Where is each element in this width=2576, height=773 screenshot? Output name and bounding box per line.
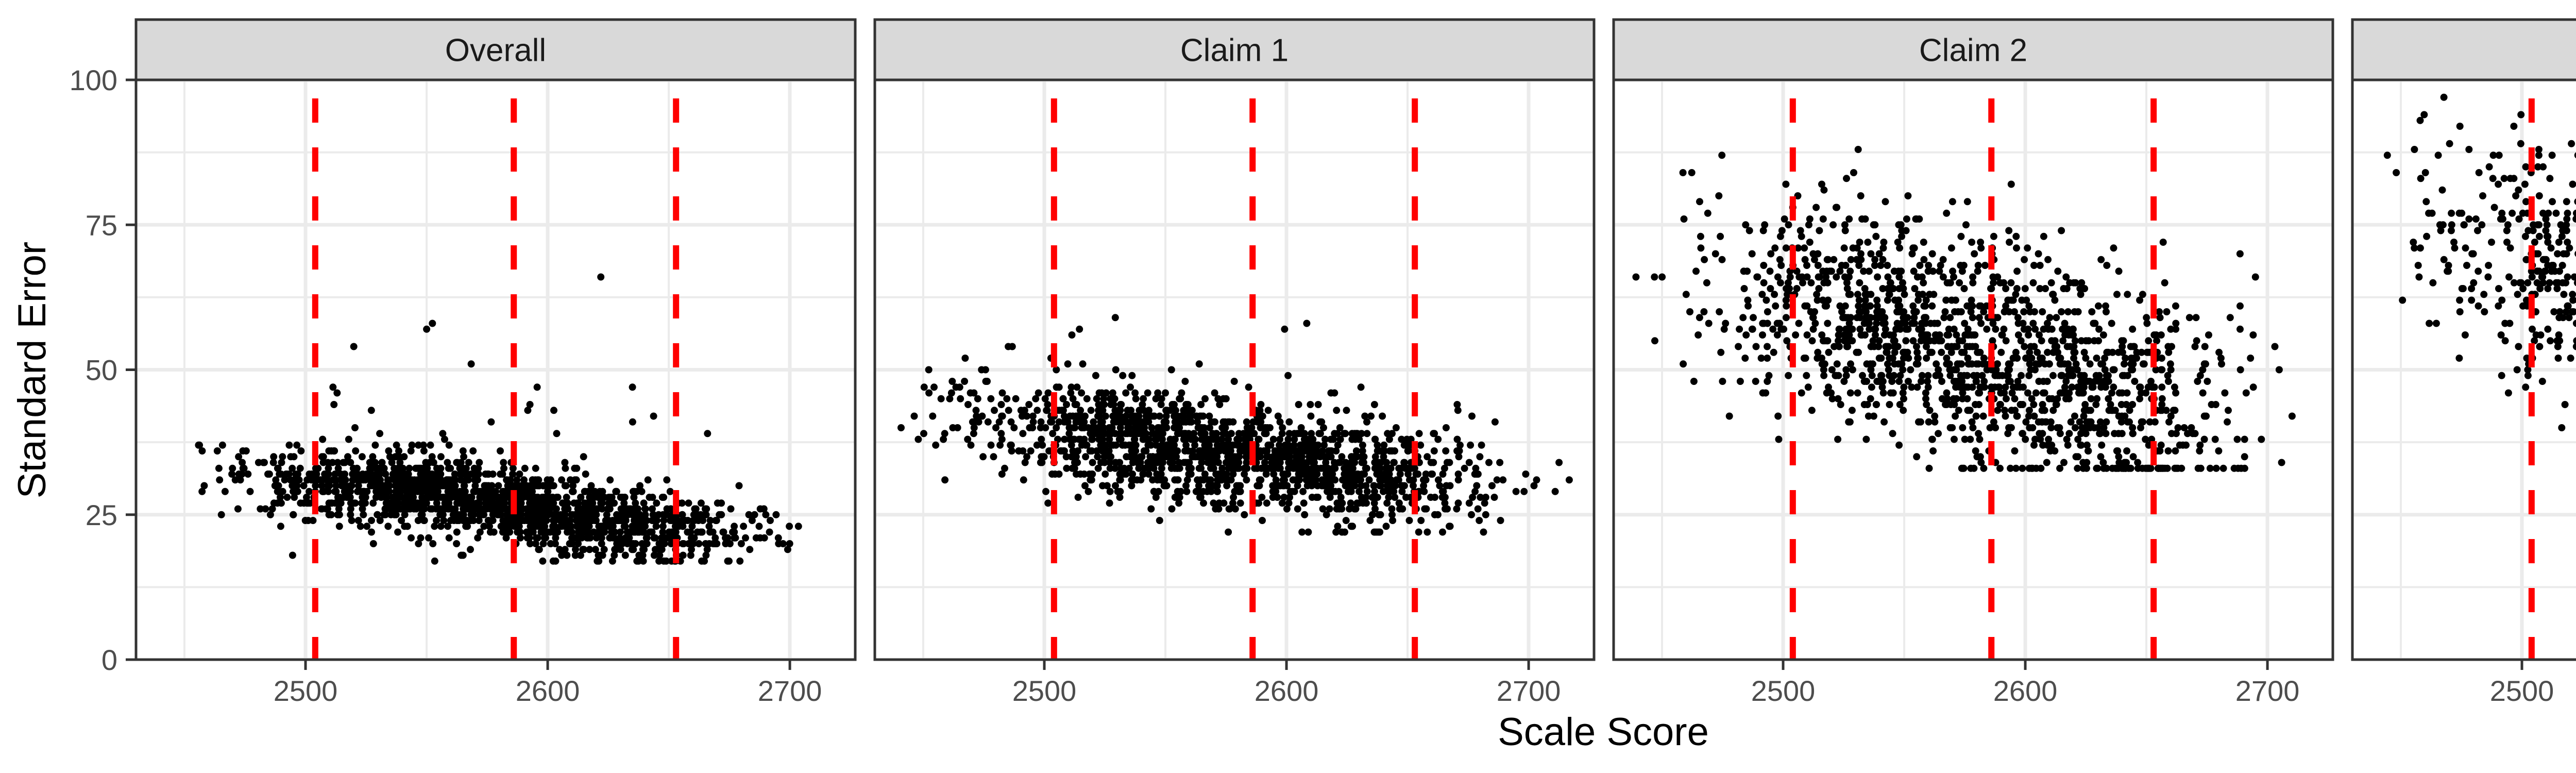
facet-panel-claim-1: Claim 1 2500 2600 2700 — [873, 18, 1596, 707]
x-tick-label: 2500 — [1012, 675, 1077, 707]
facet-panel-claim-2: Claim 2 2500 2600 2700 — [1612, 18, 2334, 707]
gridlines — [875, 80, 1594, 660]
x-axis: 2500 2600 2700 — [1012, 660, 1561, 707]
y-axis-title: Standard Error — [10, 242, 54, 498]
gridlines — [1614, 80, 2333, 660]
x-tick-label: 2700 — [758, 675, 822, 707]
x-tick-label: 2600 — [1993, 675, 2058, 707]
panel-border — [2351, 78, 2576, 661]
facet-strip: Claim 2 — [1612, 18, 2334, 81]
gridlines — [136, 80, 855, 660]
facet-strip: Overall — [134, 18, 857, 81]
x-axis-title: Scale Score — [1498, 710, 1709, 754]
x-axis: 2500 2600 2700 — [274, 660, 822, 707]
cut-score-lines — [1789, 80, 2157, 660]
cut-score-lines — [312, 80, 680, 660]
scatter-points — [897, 314, 1573, 536]
x-tick-label: 2700 — [1497, 675, 1561, 707]
x-tick-label: 2500 — [1751, 675, 1816, 707]
facet-strip: Claim 1 — [873, 18, 1596, 81]
facet-label: Claim 1 — [1180, 33, 1289, 69]
x-axis: 2500 2600 2700 — [1751, 660, 2300, 707]
x-tick-label: 2500 — [2490, 675, 2554, 707]
scatter-points — [1632, 146, 2296, 472]
facet-label: Overall — [445, 33, 546, 69]
x-tick-label: 2600 — [1255, 675, 1319, 707]
x-tick-label: 2600 — [516, 675, 580, 707]
cut-score-lines — [2528, 80, 2535, 660]
y-tick-label: 25 — [86, 499, 117, 531]
x-tick-label: 2500 — [274, 675, 338, 707]
y-axis: 0 25 50 75 100 — [70, 64, 136, 676]
cut-score-lines — [1050, 80, 1418, 660]
y-tick-label: 100 — [70, 64, 117, 96]
x-tick-label: 2700 — [2235, 675, 2300, 707]
facet-label: Claim 2 — [1919, 33, 2027, 69]
y-tick-label: 50 — [86, 354, 117, 386]
scatter-points — [195, 273, 802, 565]
y-tick-label: 0 — [101, 644, 117, 676]
y-tick-label: 75 — [86, 209, 117, 241]
facet-strip: Claim 3 — [2351, 18, 2576, 81]
facet-panel-overall: Overall 2500 2600 2700 — [134, 18, 857, 707]
